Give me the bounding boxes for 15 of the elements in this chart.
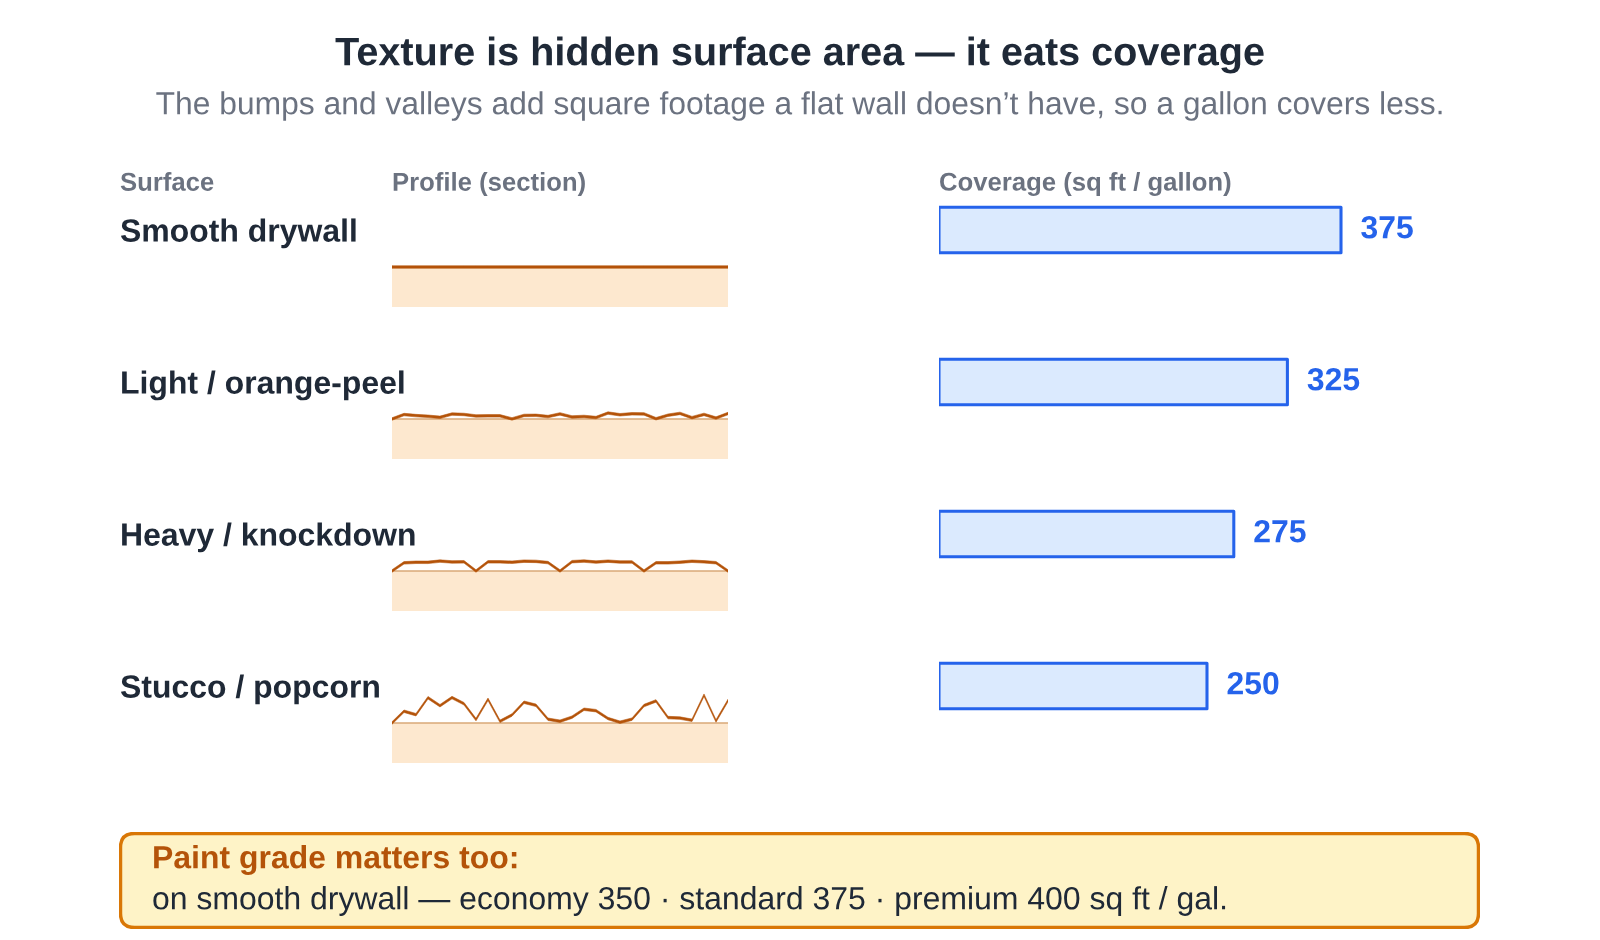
y-tick-label: Smooth drywall bbox=[120, 218, 356, 249]
chart-title: Texture is hidden surface area — it eats coverage bbox=[335, 36, 1264, 74]
y-tick-label: Heavy / knockdown bbox=[122, 522, 415, 553]
text: Profile (section) bbox=[393, 172, 585, 196]
data-label: 250 bbox=[1227, 671, 1279, 695]
text: Paint grade matters too: bbox=[154, 845, 517, 875]
data-label: 275 bbox=[1254, 519, 1306, 543]
x-axis-title: Coverage (sq ft / gallon) bbox=[940, 171, 1231, 197]
y-tick-label: Stucco / popcorn bbox=[120, 674, 379, 705]
y-tick-label: Light / orange-peel bbox=[122, 370, 404, 401]
text: on smooth drywall — economy 350 · standard 375 · premium 400 sq ft / gal. bbox=[153, 886, 1226, 916]
data-label: 375 bbox=[1361, 215, 1413, 239]
chart-subtitle: The bumps and valleys add square footage a flat wall doesn’t have, so a gallon covers less. bbox=[156, 91, 1442, 121]
data-label: 325 bbox=[1307, 367, 1360, 391]
y-axis-title: Surface bbox=[120, 172, 214, 191]
